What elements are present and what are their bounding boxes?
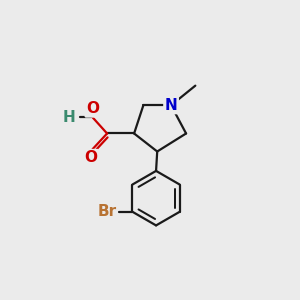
- Text: O: O: [86, 101, 99, 116]
- Text: N: N: [165, 98, 178, 113]
- Text: H: H: [63, 110, 76, 125]
- Text: O: O: [84, 150, 97, 165]
- Text: Br: Br: [97, 204, 116, 219]
